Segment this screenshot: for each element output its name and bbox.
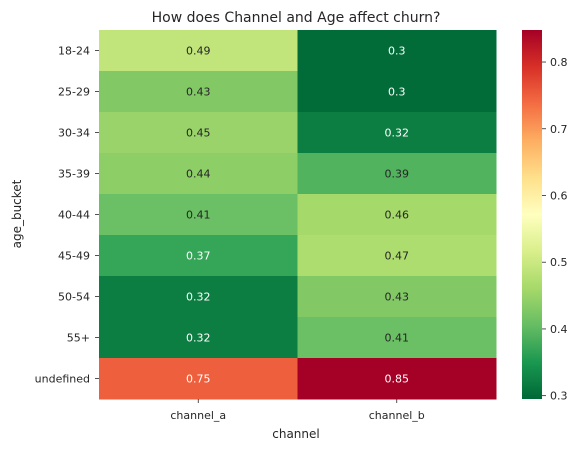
heatmap-cell: [99, 194, 298, 236]
cell-value-label: 0.49: [186, 45, 211, 58]
heatmap-cell: [99, 276, 298, 318]
colorbar-tick-label: 0.3: [550, 390, 568, 403]
cell-value-labels: 0.49 0.3 0.43 0.3 0.45 0.32 0.44 0.39 0.41 0.46 0.…: [186, 45, 409, 386]
heatmap-cell: [99, 30, 298, 72]
row-tick-label: 40-44: [58, 209, 90, 222]
heatmap-cell: [99, 317, 298, 359]
row-tick-label: 45-49: [58, 250, 90, 263]
heatmap-cell: [297, 194, 497, 236]
row-tick-label: 18-24: [58, 45, 90, 58]
heatmap-cell: [297, 112, 497, 154]
heatmap-cell: [297, 71, 497, 113]
cell-value-label: 0.43: [186, 86, 211, 99]
row-tick-label: 25-29: [58, 86, 90, 99]
heatmap-cell: [297, 317, 497, 359]
cell-value-label: 0.85: [385, 373, 410, 386]
row-tick-label: 50-54: [58, 291, 90, 304]
row-tick-labels: 18-24 25-29 30-34 35-39 40-44 45-49 50-54 55+ un…: [35, 45, 99, 386]
cell-value-label: 0.41: [186, 209, 211, 222]
cell-value-label: 0.41: [385, 332, 410, 345]
cell-value-label: 0.32: [186, 332, 211, 345]
heatmap-cell: [297, 358, 497, 400]
colorbar-ticks: 0.3 0.4 0.5 0.6 0.7 0.8: [542, 56, 568, 403]
x-axis-label: channel: [272, 427, 319, 441]
cell-value-label: 0.75: [186, 373, 211, 386]
column-tick-labels: channel_a channel_b: [170, 399, 425, 422]
heatmap-cell: [99, 112, 298, 154]
heatmap-cell: [99, 235, 298, 277]
colorbar-tick-label: 0.5: [550, 256, 568, 269]
cell-value-label: 0.3: [388, 86, 406, 99]
cell-value-label: 0.32: [385, 127, 410, 140]
cell-value-label: 0.43: [385, 291, 410, 304]
cell-value-label: 0.47: [385, 250, 410, 263]
heatmap-cell: [297, 153, 497, 195]
row-tick-label: 35-39: [58, 168, 90, 181]
cell-value-label: 0.45: [186, 127, 211, 140]
chart-title: How does Channel and Age affect churn?: [152, 10, 441, 26]
heatmap-cell: [99, 358, 298, 400]
cell-value-label: 0.39: [385, 168, 410, 181]
row-tick-label: 30-34: [58, 127, 90, 140]
colorbar-tick-label: 0.7: [550, 123, 568, 136]
cell-value-label: 0.37: [186, 250, 211, 263]
y-axis-label: age_bucket: [10, 179, 24, 248]
heatmap-cell: [297, 276, 497, 318]
heatmap-cell: [297, 235, 497, 277]
cell-value-label: 0.3: [388, 45, 406, 58]
heatmap-cell: [99, 71, 298, 113]
row-tick-label: 55+: [67, 332, 90, 345]
cell-value-label: 0.46: [385, 209, 410, 222]
colorbar-tick-label: 0.6: [550, 189, 568, 202]
column-tick-label: channel_a: [170, 409, 226, 422]
heatmap-cells: [99, 30, 497, 400]
cell-value-label: 0.44: [186, 168, 211, 181]
column-tick-label: channel_b: [369, 409, 425, 422]
colorbar-tick-label: 0.8: [550, 56, 568, 69]
colorbar-tick-label: 0.4: [550, 323, 568, 336]
heatmap-cell: [99, 153, 298, 195]
colorbar: 0.3 0.4 0.5 0.6 0.7 0.8: [522, 30, 568, 403]
heatmap-cell: [297, 30, 497, 72]
colorbar-gradient: [522, 30, 542, 399]
cell-value-label: 0.32: [186, 291, 211, 304]
row-tick-label: undefined: [35, 373, 90, 386]
